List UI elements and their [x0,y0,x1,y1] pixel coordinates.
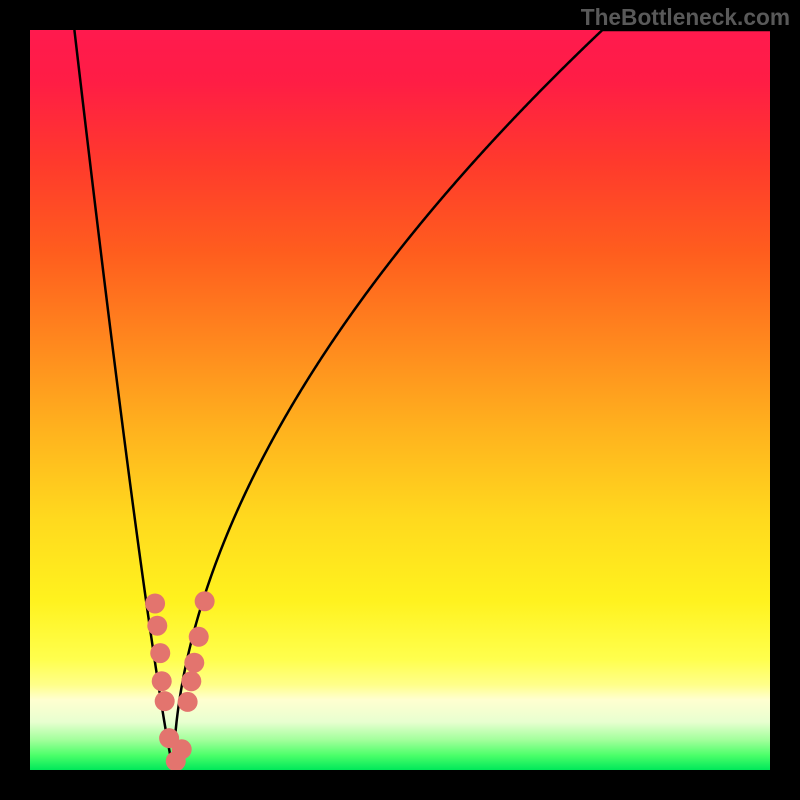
near-null-marker [152,671,172,691]
attribution-label: TheBottleneck.com [581,4,790,31]
near-null-marker [145,594,165,614]
near-null-marker [178,692,198,712]
near-null-marker [155,691,175,711]
chart-svg [0,0,800,800]
near-null-marker [181,671,201,691]
near-null-marker [184,653,204,673]
near-null-marker [150,643,170,663]
near-null-marker [189,627,209,647]
near-null-marker [147,616,167,636]
near-null-marker [195,591,215,611]
bottleneck-chart: TheBottleneck.com [0,0,800,800]
near-null-marker [172,739,192,759]
plot-gradient-background [30,30,770,770]
